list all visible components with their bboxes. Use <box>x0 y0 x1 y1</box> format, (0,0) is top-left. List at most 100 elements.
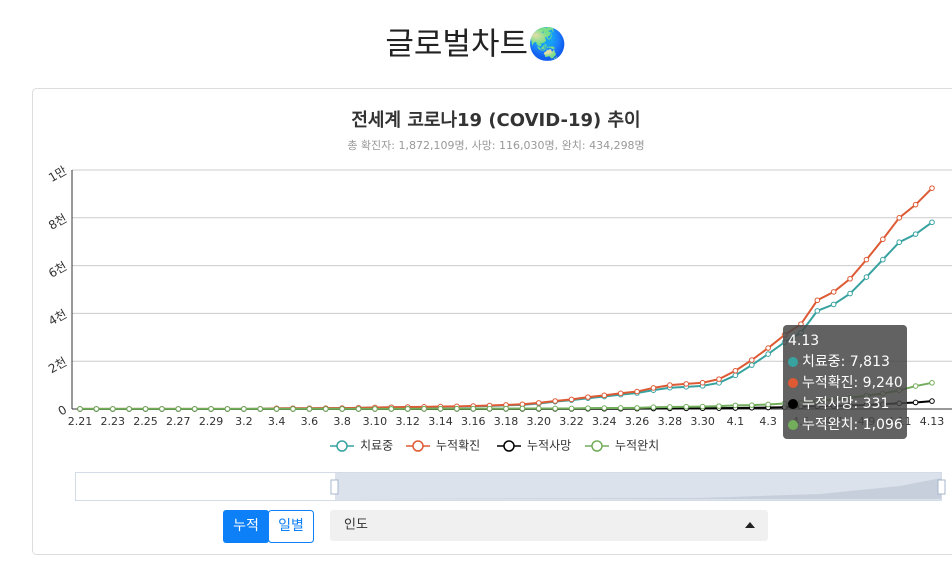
country-select[interactable] <box>330 510 768 541</box>
data-point <box>635 389 640 394</box>
data-point <box>487 406 492 411</box>
data-point <box>586 395 591 400</box>
legend-label: 누적사망 <box>527 439 571 453</box>
data-point <box>373 407 378 412</box>
data-point <box>831 290 836 295</box>
x-tick-label: 3.8 <box>333 415 351 428</box>
x-tick-label: 3.28 <box>658 415 683 428</box>
data-point <box>864 257 869 262</box>
x-tick-label: 2.29 <box>199 415 224 428</box>
data-point <box>897 240 902 245</box>
page-title: 글로벌차트🌏 <box>385 26 566 63</box>
data-point <box>749 403 754 408</box>
tooltip-marker <box>788 357 798 367</box>
legend-marker <box>504 441 514 451</box>
x-tick-label: 3.22 <box>559 415 584 428</box>
x-tick-label: 3.26 <box>625 415 650 428</box>
data-point <box>668 405 673 410</box>
data-point <box>930 381 935 386</box>
data-point <box>897 216 902 221</box>
data-point <box>536 401 541 406</box>
tooltip-marker <box>788 378 798 388</box>
data-point <box>176 407 181 412</box>
data-point <box>389 407 394 412</box>
country-select-label[interactable]: 인도 <box>344 518 368 533</box>
data-point <box>913 384 918 389</box>
data-point <box>717 377 722 382</box>
data-point <box>618 406 623 411</box>
data-point <box>553 399 558 404</box>
x-tick-label: 3.10 <box>363 415 388 428</box>
x-tick-label: 4.1 <box>727 415 745 428</box>
data-point <box>930 399 935 404</box>
data-point <box>635 406 640 411</box>
data-point <box>504 406 509 411</box>
data-point <box>913 202 918 207</box>
mode-button-label[interactable]: 일별 <box>278 518 304 534</box>
data-point <box>684 404 689 409</box>
data-point <box>569 397 574 402</box>
legend-label: 누적확진 <box>436 439 480 453</box>
chart-title: 전세계 코로나19 (COVID-19) 추이 <box>351 110 640 131</box>
data-point <box>881 237 886 242</box>
legend-marker <box>592 441 602 451</box>
data-point <box>930 220 935 225</box>
data-point <box>766 352 771 357</box>
x-tick-label: 3.18 <box>494 415 519 428</box>
data-point <box>405 407 410 412</box>
x-tick-label: 2.25 <box>133 415 158 428</box>
x-tick-label: 4.3 <box>759 415 777 428</box>
data-point <box>192 407 197 412</box>
x-tick-label: 3.14 <box>428 415 453 428</box>
data-point <box>110 407 115 412</box>
data-point <box>455 406 460 411</box>
x-tick-label: 3.24 <box>592 415 617 428</box>
data-point <box>618 391 623 396</box>
legend-label: 치료중 <box>360 439 393 453</box>
legend-label: 누적완치 <box>615 439 659 453</box>
data-point <box>815 298 820 303</box>
data-point <box>127 407 132 412</box>
data-point <box>668 383 673 388</box>
data-point <box>323 407 328 412</box>
data-point <box>733 368 738 373</box>
data-point <box>930 186 935 191</box>
x-tick-label: 3.16 <box>461 415 486 428</box>
data-point <box>766 402 771 407</box>
data-point <box>913 400 918 405</box>
mode-button-label[interactable]: 누적 <box>233 518 259 534</box>
data-point <box>881 257 886 262</box>
data-point <box>602 406 607 411</box>
data-point <box>602 393 607 398</box>
data-point <box>340 407 345 412</box>
data-point <box>209 407 214 412</box>
data-point <box>651 386 656 391</box>
data-point <box>848 276 853 281</box>
x-tick-label: 2.21 <box>68 415 93 428</box>
legend-marker <box>413 441 423 451</box>
tooltip-line: 누적확진: 9,240 <box>802 375 903 391</box>
data-point <box>258 407 263 412</box>
data-zoom[interactable] <box>76 473 946 501</box>
data-point <box>569 406 574 411</box>
tooltip-line: 치료중: 7,813 <box>802 354 890 370</box>
data-point <box>913 232 918 237</box>
data-point <box>553 406 558 411</box>
data-point <box>684 382 689 387</box>
data-point <box>717 404 722 409</box>
data-point <box>307 407 312 412</box>
data-point <box>586 406 591 411</box>
data-point <box>831 302 836 307</box>
zoom-handle[interactable] <box>938 480 945 494</box>
legend-marker <box>337 441 347 451</box>
x-tick-label: 3.30 <box>690 415 715 428</box>
data-point <box>422 406 427 411</box>
tooltip-marker <box>788 420 798 430</box>
data-point <box>749 363 754 368</box>
x-tick-label: 2.27 <box>166 415 191 428</box>
zoom-handle[interactable] <box>331 480 338 494</box>
data-point <box>848 291 853 296</box>
